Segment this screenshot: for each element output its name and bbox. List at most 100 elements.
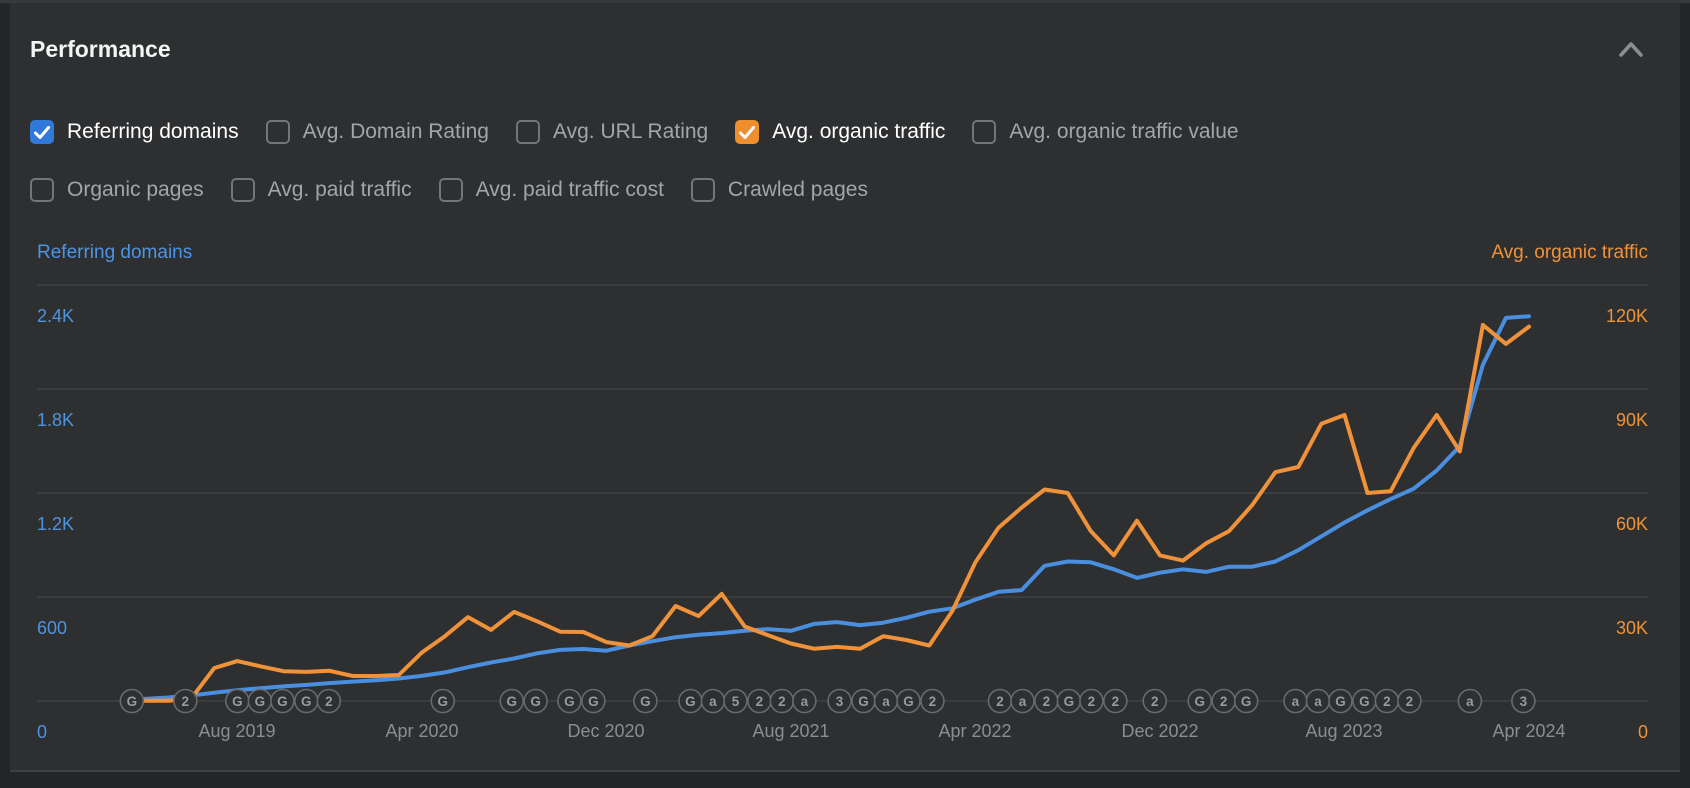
google-update-marker[interactable]	[430, 688, 456, 714]
google-update-marker-label: 2	[1043, 694, 1051, 709]
metric-toggle-label: Avg. organic traffic value	[1009, 120, 1239, 143]
metric-toggle-organic-pages[interactable]: Organic pages	[30, 178, 204, 202]
google-update-marker-label: G	[301, 694, 312, 709]
metric-toggle-label: Organic pages	[67, 178, 204, 201]
google-update-marker-label: G	[1335, 694, 1346, 709]
checkbox-checked[interactable]	[735, 120, 760, 144]
google-update-marker-label: 2	[325, 694, 333, 709]
google-update-marker[interactable]	[1397, 688, 1422, 714]
metric-toggle-crawled-pages[interactable]: Crawled pages	[690, 178, 868, 202]
google-update-marker-label: G	[1195, 694, 1206, 709]
metric-toggles-row-1: Referring domains Avg. Domain Rating Avg. …	[30, 117, 1239, 147]
google-update-marker-label: 2	[996, 694, 1004, 709]
google-update-marker-label: a	[801, 694, 809, 709]
collapse-panel-button[interactable]	[1614, 38, 1648, 64]
google-update-marker-label: 2	[1383, 694, 1391, 709]
google-update-marker[interactable]	[896, 688, 921, 714]
google-update-marker[interactable]	[523, 688, 548, 714]
google-update-marker-label: G	[127, 694, 138, 709]
google-update-marker[interactable]	[1187, 688, 1213, 714]
checkbox-unchecked[interactable]	[690, 178, 715, 202]
google-update-marker[interactable]	[633, 688, 658, 714]
google-update-marker-label: 2	[1112, 694, 1120, 709]
google-update-marker[interactable]	[723, 688, 748, 714]
series-line-avg-organic-traffic	[120, 322, 1531, 703]
google-update-marker-label: G	[438, 694, 449, 709]
google-update-marker[interactable]	[557, 688, 582, 714]
metric-toggle-label: Avg. paid traffic	[267, 178, 412, 201]
x-axis-label: Apr 2022	[938, 721, 1012, 741]
google-update-marker[interactable]	[270, 688, 295, 714]
metric-toggle-label: Avg. URL Rating	[552, 120, 709, 143]
top-divider	[0, 0, 1690, 3]
google-update-marker[interactable]	[316, 688, 342, 714]
google-update-marker-label: 3	[1520, 694, 1528, 709]
google-update-marker[interactable]	[792, 688, 817, 714]
metric-toggle-referring-domains[interactable]: Referring domains	[30, 120, 239, 144]
panel-title: Performance	[30, 36, 171, 62]
google-update-marker-label: G	[530, 694, 541, 709]
google-update-marker-label: G	[277, 694, 288, 709]
bottom-divider	[10, 770, 1680, 772]
google-update-marker[interactable]	[1142, 688, 1168, 714]
google-update-marker-label: 2	[756, 694, 764, 709]
x-axis-label: Aug 2021	[752, 721, 830, 741]
x-axis-label: Dec 2020	[567, 721, 645, 741]
google-update-marker[interactable]	[920, 688, 945, 714]
metric-toggle-label: Avg. Domain Rating	[302, 120, 489, 143]
y-axis-tick-right: 60K	[1615, 514, 1648, 534]
checkbox-checked[interactable]	[30, 120, 54, 144]
metric-toggle-avg-paid-traffic[interactable]: Avg. paid traffic	[230, 178, 412, 202]
checkbox-unchecked[interactable]	[265, 120, 290, 144]
y-axis-tick-left: 1.8K	[37, 410, 75, 430]
google-update-marker-label: G	[588, 694, 599, 709]
google-update-marker[interactable]	[173, 688, 198, 714]
google-update-marker[interactable]	[119, 688, 145, 714]
google-update-marker[interactable]	[827, 688, 852, 714]
metric-toggle-avg-paid-traffic-cost[interactable]: Avg. paid traffic cost	[438, 178, 664, 202]
y-axis-tick-left: 600	[37, 618, 68, 638]
google-update-marker-label: 2	[1151, 694, 1159, 709]
google-update-marker[interactable]	[1511, 688, 1536, 714]
google-update-marker[interactable]	[581, 688, 606, 714]
google-update-marker-label: 5	[732, 694, 740, 709]
google-update-marker-label: G	[685, 694, 696, 709]
google-update-marker[interactable]	[1079, 688, 1104, 714]
google-update-marker[interactable]	[1457, 688, 1483, 714]
google-update-marker[interactable]	[1010, 688, 1035, 714]
google-update-marker-label: G	[640, 694, 651, 709]
metric-toggle-label: Avg. paid traffic cost	[475, 178, 664, 201]
google-update-marker-label: G	[1359, 694, 1370, 709]
metric-toggle-avg-organic-traffic-value[interactable]: Avg. organic traffic value	[972, 120, 1239, 144]
google-update-marker-label: 2	[1088, 694, 1096, 709]
google-update-marker[interactable]	[1103, 688, 1128, 714]
metric-toggle-avg-domain-rating[interactable]: Avg. Domain Rating	[265, 120, 489, 144]
google-update-marker[interactable]	[1233, 688, 1259, 714]
y-axis-tick-right: 0	[1637, 722, 1648, 742]
checkbox-unchecked[interactable]	[438, 178, 463, 202]
google-update-marker-label: G	[858, 694, 869, 709]
google-update-marker-label: 2	[1406, 694, 1414, 709]
checkbox-unchecked[interactable]	[515, 120, 540, 144]
y-axis-tick-right: 120K	[1605, 306, 1648, 326]
checkbox-unchecked[interactable]	[30, 178, 54, 202]
x-axis-label: Apr 2020	[385, 721, 459, 741]
google-update-marker-label: 2	[1220, 694, 1228, 709]
google-update-marker-label: G	[506, 694, 517, 709]
checkbox-unchecked[interactable]	[972, 120, 997, 144]
metric-toggle-avg-url-rating[interactable]: Avg. URL Rating	[515, 120, 709, 144]
right-axis-title: Avg. organic traffic	[1491, 242, 1648, 263]
metric-toggle-avg-organic-traffic[interactable]: Avg. organic traffic	[735, 120, 945, 144]
google-update-marker-label: a	[1314, 694, 1322, 709]
checkbox-unchecked[interactable]	[230, 178, 255, 202]
metric-toggle-label: Referring domains	[67, 120, 239, 143]
chevron-up-icon	[1617, 39, 1645, 64]
google-update-marker-label: G	[903, 694, 914, 709]
left-axis-title: Referring domains	[37, 242, 193, 263]
google-update-marker-label: G	[1064, 694, 1075, 709]
google-update-marker-label: a	[882, 694, 890, 709]
google-update-marker[interactable]	[1328, 688, 1353, 714]
google-update-marker[interactable]	[499, 688, 525, 714]
x-axis-label: Dec 2022	[1121, 721, 1199, 741]
